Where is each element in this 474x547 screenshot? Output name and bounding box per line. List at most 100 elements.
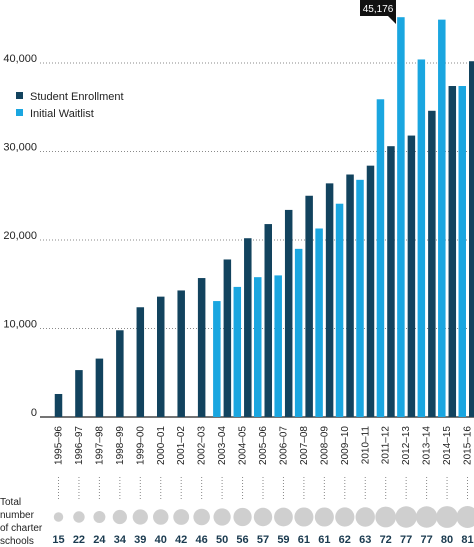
bar-initial-waitlist [233,286,242,417]
school-bubble [53,512,64,522]
bar-initial-waitlist [315,228,323,417]
school-count-label: 72 [380,534,392,546]
school-count-label: 80 [441,534,453,546]
bar-initial-waitlist [438,19,446,417]
bar-initial-waitlist [397,17,405,417]
bar-student-enrollment [75,370,83,417]
bar-initial-waitlist [335,203,344,417]
school-count-label: 56 [236,534,248,546]
school-counts: 15 22 24 34 39 40 42 46 50 56 57 59 61 61 62 63 72 77 77 80… [52,534,473,546]
school-bubble [375,506,397,528]
school-count-label: 39 [134,534,146,546]
x-tick-label: 2010–11 [360,426,371,465]
school-count-label: 40 [155,534,167,546]
school-bubble [335,507,355,527]
bar-student-enrollment [95,358,104,417]
school-count-label: 57 [257,534,269,546]
x-tick-label: 2011–12 [381,426,392,465]
school-bubble [73,511,85,523]
bar-student-enrollment [346,174,354,417]
callout-pointer [388,16,396,24]
schools-label-line-4: schools [0,536,34,547]
x-tick-label: 1995–96 [54,426,65,465]
bar-student-enrollment [284,209,293,417]
bar-student-enrollment [469,61,474,417]
school-count-label: 22 [73,534,85,546]
school-count-label: 77 [400,534,412,546]
school-count-label: 61 [298,534,310,546]
bar-initial-waitlist [254,277,262,417]
bar-initial-waitlist [213,301,221,417]
y-tick-label: 10,000 [3,319,37,331]
callout-box [360,0,396,16]
y-axis-ticks: 0 10,000 20,000 30,000 40,000 [3,53,37,419]
x-tick-label: 2006–07 [278,426,289,465]
school-count-label: 34 [114,534,127,546]
school-count-label: 77 [420,534,432,546]
x-tick-label: 2012–13 [401,426,412,465]
x-tick-label: 1998–99 [115,426,126,465]
x-tick-label: 2003–04 [217,426,228,465]
bar-student-enrollment [197,278,206,417]
y-tick-label: 40,000 [3,53,37,65]
school-bubble [456,506,474,528]
school-bubble [132,509,148,525]
bar-student-enrollment [366,165,375,417]
x-tick-label: 1996–97 [74,426,85,465]
bar-student-enrollment [305,195,313,417]
bar-student-enrollment [387,146,395,417]
school-count-label: 15 [52,534,64,546]
bar-student-enrollment [407,135,416,417]
bar-student-enrollment [325,183,334,417]
bar-student-enrollment [177,290,185,417]
school-bubble [314,507,334,527]
school-count-label: 59 [277,534,289,546]
legend-label-enrollment: Student Enrollment [30,91,124,103]
bar-initial-waitlist [294,248,303,417]
bar-student-enrollment [116,330,124,417]
school-bubble [355,507,375,527]
school-bubble [193,508,210,526]
school-bubble [153,509,169,525]
x-tick-label: 1997–98 [94,426,105,465]
bars [54,17,474,418]
x-tick-label: 2009–10 [340,426,351,465]
bar-initial-waitlist [376,99,385,417]
bar-initial-waitlist [274,275,282,417]
schools-label-line-2: number [0,510,35,521]
school-count-label: 81 [461,534,473,546]
x-tick-label: 2002–03 [197,426,208,465]
bar-student-enrollment [136,307,145,417]
school-bubble [253,507,273,527]
bar-initial-waitlist [417,59,426,418]
school-bubble [233,507,252,527]
bar-student-enrollment [157,296,165,417]
school-count-label: 46 [196,534,208,546]
bar-student-enrollment [428,110,436,417]
school-bubble [213,508,231,526]
bar-student-enrollment [264,224,272,417]
schools-label-line-3: of charter [0,523,43,534]
school-count-label: 62 [339,534,351,546]
y-tick-label: 0 [31,407,37,419]
x-tick-label: 2001–02 [176,426,187,465]
school-bubble [93,511,106,523]
school-count-label: 50 [216,534,228,546]
callout-label: 45,176 [363,4,394,15]
school-bubble [274,507,293,527]
y-tick-label: 30,000 [3,142,37,154]
x-tick-label: 2014–15 [442,426,453,465]
x-tick-label: 2008–09 [319,426,330,465]
y-tick-label: 20,000 [3,230,37,242]
legend-swatch-enrollment [16,92,23,99]
school-bubble [436,506,458,528]
bar-student-enrollment [448,86,457,417]
school-bubble [294,507,314,527]
bar-initial-waitlist [458,86,466,417]
school-count-label: 24 [93,534,106,546]
x-tick-label: 1999–00 [135,426,146,465]
legend-label-waitlist: Initial Waitlist [30,108,94,120]
x-axis-ticks: 1995–96 1996–97 1997–98 1998–99 1999–00 2000–… [54,426,474,500]
school-bubble [173,509,190,525]
school-count-label: 42 [175,534,187,546]
